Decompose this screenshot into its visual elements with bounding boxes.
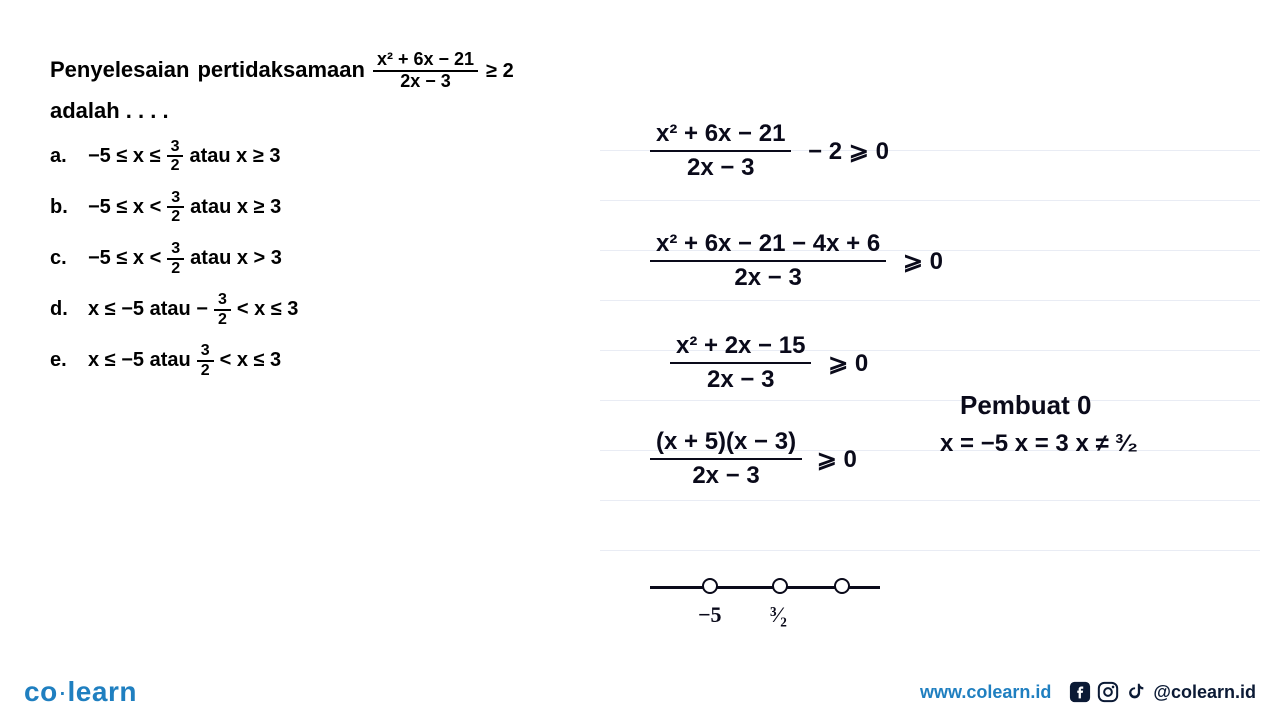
problem-block: Penyelesaian pertidaksamaan x² + 6x − 21… xyxy=(50,50,570,394)
option-d: d. x ≤ −5 atau − 3 2 < x ≤ 3 xyxy=(50,291,570,328)
prompt-word-2: pertidaksamaan xyxy=(197,55,365,86)
brand-left: co xyxy=(24,676,58,707)
adalah-text: adalah . . . . xyxy=(50,98,570,124)
number-line-label-2: ³⁄₂ xyxy=(770,602,787,628)
hw-den: 2x − 3 xyxy=(681,152,760,182)
footer: co·learn www.colearn.id @colearn.id xyxy=(0,664,1280,720)
social-handle: @colearn.id xyxy=(1153,682,1256,703)
hw-num: x² + 6x − 21 xyxy=(650,120,791,152)
hw-after: ⩾ 0 xyxy=(903,247,943,276)
option-frac: 3 2 xyxy=(167,138,184,175)
hw-step-1: x² + 6x − 21 2x − 3 − 2 ⩾ 0 xyxy=(650,120,889,182)
hw-num: (x + 5)(x − 3) xyxy=(650,428,802,460)
tiktok-icon xyxy=(1125,681,1147,703)
option-post: < x ≤ 3 xyxy=(220,349,282,372)
hw-den: 2x − 3 xyxy=(701,364,780,394)
option-letter: d. xyxy=(50,298,74,321)
prompt-word-1: Penyelesaian xyxy=(50,55,189,86)
hw-step-4: (x + 5)(x − 3) 2x − 3 ⩾ 0 xyxy=(650,428,857,490)
hw-after: ⩾ 0 xyxy=(817,445,857,474)
option-letter: a. xyxy=(50,145,74,168)
option-pre: −5 ≤ x < xyxy=(88,247,161,270)
footer-url: www.colearn.id xyxy=(920,682,1051,703)
option-pre: x ≤ −5 atau xyxy=(88,349,191,372)
brand-logo: co·learn xyxy=(24,676,137,708)
hw-den: 2x − 3 xyxy=(728,262,807,292)
zeros-title: Pembuat 0 xyxy=(960,390,1092,421)
zeros-values: x = −5 x = 3 x ≠ ³⁄₂ xyxy=(940,430,1138,458)
hw-step-2: x² + 6x − 21 − 4x + 6 2x − 3 ⩾ 0 xyxy=(650,230,943,292)
option-post: atau x ≥ 3 xyxy=(189,145,280,168)
footer-right: www.colearn.id @colearn.id xyxy=(920,681,1256,703)
number-line-point-3 xyxy=(834,578,850,594)
option-frac: 3 2 xyxy=(167,189,184,226)
relation: ≥ 2 xyxy=(486,57,514,85)
fraction-denominator: 2x − 3 xyxy=(396,72,455,92)
hw-after: − 2 ⩾ 0 xyxy=(808,137,889,166)
problem-fraction: x² + 6x − 21 2x − 3 xyxy=(373,50,478,92)
social-icons: @colearn.id xyxy=(1069,681,1256,703)
hw-num: x² + 2x − 15 xyxy=(670,332,811,364)
number-line-point-2 xyxy=(772,578,788,594)
number-line: −5 ³⁄₂ xyxy=(650,568,890,628)
option-b: b. −5 ≤ x < 3 2 atau x ≥ 3 xyxy=(50,189,570,226)
option-frac: 3 2 xyxy=(167,240,184,277)
options-list: a. −5 ≤ x ≤ 3 2 atau x ≥ 3 b. −5 ≤ x < 3 xyxy=(50,138,570,380)
option-c: c. −5 ≤ x < 3 2 atau x > 3 xyxy=(50,240,570,277)
option-a: a. −5 ≤ x ≤ 3 2 atau x ≥ 3 xyxy=(50,138,570,175)
hw-num: x² + 6x − 21 − 4x + 6 xyxy=(650,230,886,262)
option-post: < x ≤ 3 xyxy=(237,298,299,321)
option-post: atau x ≥ 3 xyxy=(190,196,281,219)
option-letter: b. xyxy=(50,196,74,219)
option-letter: c. xyxy=(50,247,74,270)
hw-den: 2x − 3 xyxy=(686,460,765,490)
instagram-icon xyxy=(1097,681,1119,703)
option-frac: 3 2 xyxy=(197,342,214,379)
option-frac: 3 2 xyxy=(214,291,231,328)
option-letter: e. xyxy=(50,349,74,372)
number-line-label-1: −5 xyxy=(698,602,722,628)
number-line-point-1 xyxy=(702,578,718,594)
hw-after: ⩾ 0 xyxy=(828,349,868,378)
prompt-line: Penyelesaian pertidaksamaan x² + 6x − 21… xyxy=(50,50,570,92)
option-pre: −5 ≤ x < xyxy=(88,196,161,219)
fraction-numerator: x² + 6x − 21 xyxy=(373,50,478,72)
hw-step-3: x² + 2x − 15 2x − 3 ⩾ 0 xyxy=(670,332,868,394)
option-e: e. x ≤ −5 atau 3 2 < x ≤ 3 xyxy=(50,342,570,379)
option-pre: x ≤ −5 atau − xyxy=(88,298,208,321)
brand-right: learn xyxy=(68,676,137,707)
facebook-icon xyxy=(1069,681,1091,703)
option-post: atau x > 3 xyxy=(190,247,282,270)
option-pre: −5 ≤ x ≤ xyxy=(88,145,161,168)
